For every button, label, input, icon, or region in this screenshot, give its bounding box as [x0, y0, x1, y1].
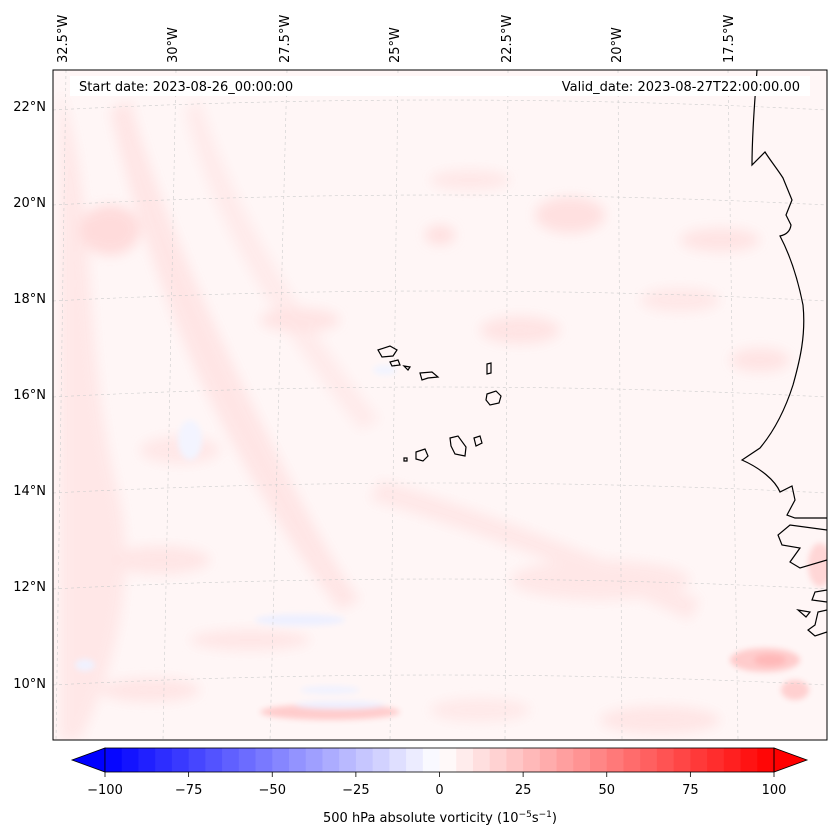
colorbar-cell	[255, 748, 273, 772]
colorbar-cell	[121, 748, 139, 772]
lat-label: 20°N	[13, 196, 46, 211]
graticule	[53, 70, 827, 740]
colorbar-ticks: −100 −75 −50 −25 0 25 50 75 100	[87, 772, 786, 798]
colorbar-tick-label: −100	[87, 783, 123, 798]
colorbar-cells	[105, 748, 775, 772]
lat-label: 14°N	[13, 484, 46, 499]
valid-date-label: Valid_date: 2023-08-27T22:00:00.00	[562, 80, 800, 95]
colorbar-cell	[372, 748, 390, 772]
colorbar-cell	[489, 748, 507, 772]
lon-label: 22.5°W	[500, 15, 515, 63]
colorbar-tick-label: −50	[259, 783, 286, 798]
colorbar-cell	[288, 748, 307, 772]
latitude-labels: 22°N 20°N 18°N 16°N 14°N 12°N 10°N	[13, 100, 46, 692]
colorbar-cell	[322, 748, 340, 772]
colorbar-cell	[690, 748, 708, 772]
lon-label: 30°W	[166, 27, 181, 63]
colorbar-tick-label: 100	[762, 783, 787, 798]
colorbar-cell	[539, 748, 558, 772]
colorbar-tick-label: 25	[515, 783, 532, 798]
colorbar-cell	[757, 748, 775, 772]
colorbar-cell	[355, 748, 374, 772]
lat-label: 10°N	[13, 677, 46, 692]
colorbar-cell	[740, 748, 758, 772]
colorbar-label: 500 hPa absolute vorticity (10−5s−1)	[323, 810, 557, 826]
colorbar-cell	[456, 748, 474, 772]
lon-label: 25°W	[388, 27, 403, 63]
lon-label: 17.5°W	[722, 15, 737, 63]
colorbar-cell	[439, 748, 457, 772]
colorbar-cell	[590, 748, 608, 772]
colorbar-cell	[472, 748, 491, 772]
lon-label: 32.5°W	[56, 15, 71, 63]
colorbar-tick-label: −75	[175, 783, 202, 798]
colorbar-cell	[305, 748, 323, 772]
colorbar-cell	[556, 748, 574, 772]
colorbar-cell	[673, 748, 691, 772]
colorbar-cell	[623, 748, 641, 772]
colorbar-cell	[339, 748, 357, 772]
colorbar-cell	[523, 748, 541, 772]
colorbar-cell	[723, 748, 742, 772]
vorticity-field	[60, 90, 827, 740]
colorbar-cell	[573, 748, 591, 772]
lat-label: 12°N	[13, 580, 46, 595]
colorbar-cell	[205, 748, 223, 772]
colorbar-cell	[238, 748, 257, 772]
colorbar-cell	[188, 748, 206, 772]
map-frame	[52, 69, 828, 741]
colorbar-cell	[422, 748, 441, 772]
colorbar: −100 −75 −50 −25 0 25 50 75 100 500 hPa absolute…	[70, 747, 809, 826]
lon-label: 27.5°W	[278, 15, 293, 63]
colorbar-cell	[656, 748, 675, 772]
colorbar-tick-label: −25	[342, 783, 369, 798]
colorbar-tick-label: 50	[598, 783, 615, 798]
cape-verde-islands	[377, 345, 502, 462]
lon-label: 20°W	[610, 27, 625, 63]
colorbar-tick-label: 75	[682, 783, 699, 798]
colorbar-cell	[506, 748, 524, 772]
coastline	[740, 70, 827, 637]
colorbar-cell	[707, 748, 725, 772]
colorbar-cell	[222, 748, 240, 772]
map-background	[53, 70, 827, 740]
colorbar-cell	[155, 748, 173, 772]
colorbar-cell	[171, 748, 190, 772]
colorbar-cell	[138, 748, 156, 772]
colorbar-max-extension	[773, 747, 809, 773]
colorbar-tick-label: 0	[435, 783, 443, 798]
longitude-labels: 32.5°W 30°W 27.5°W 25°W 22.5°W 20°W 17.5…	[56, 15, 737, 63]
start-date-label: Start date: 2023-08-26_00:00:00	[79, 80, 293, 95]
colorbar-cell	[105, 748, 123, 772]
date-header-strip	[70, 76, 810, 96]
colorbar-cell	[606, 748, 624, 772]
lat-label: 22°N	[13, 100, 46, 115]
colorbar-min-extension	[70, 747, 106, 773]
colorbar-cell	[406, 748, 424, 772]
colorbar-cell	[389, 748, 407, 772]
colorbar-cell	[272, 748, 290, 772]
lat-label: 18°N	[13, 292, 46, 307]
colorbar-cell	[640, 748, 658, 772]
lat-label: 16°N	[13, 388, 46, 403]
